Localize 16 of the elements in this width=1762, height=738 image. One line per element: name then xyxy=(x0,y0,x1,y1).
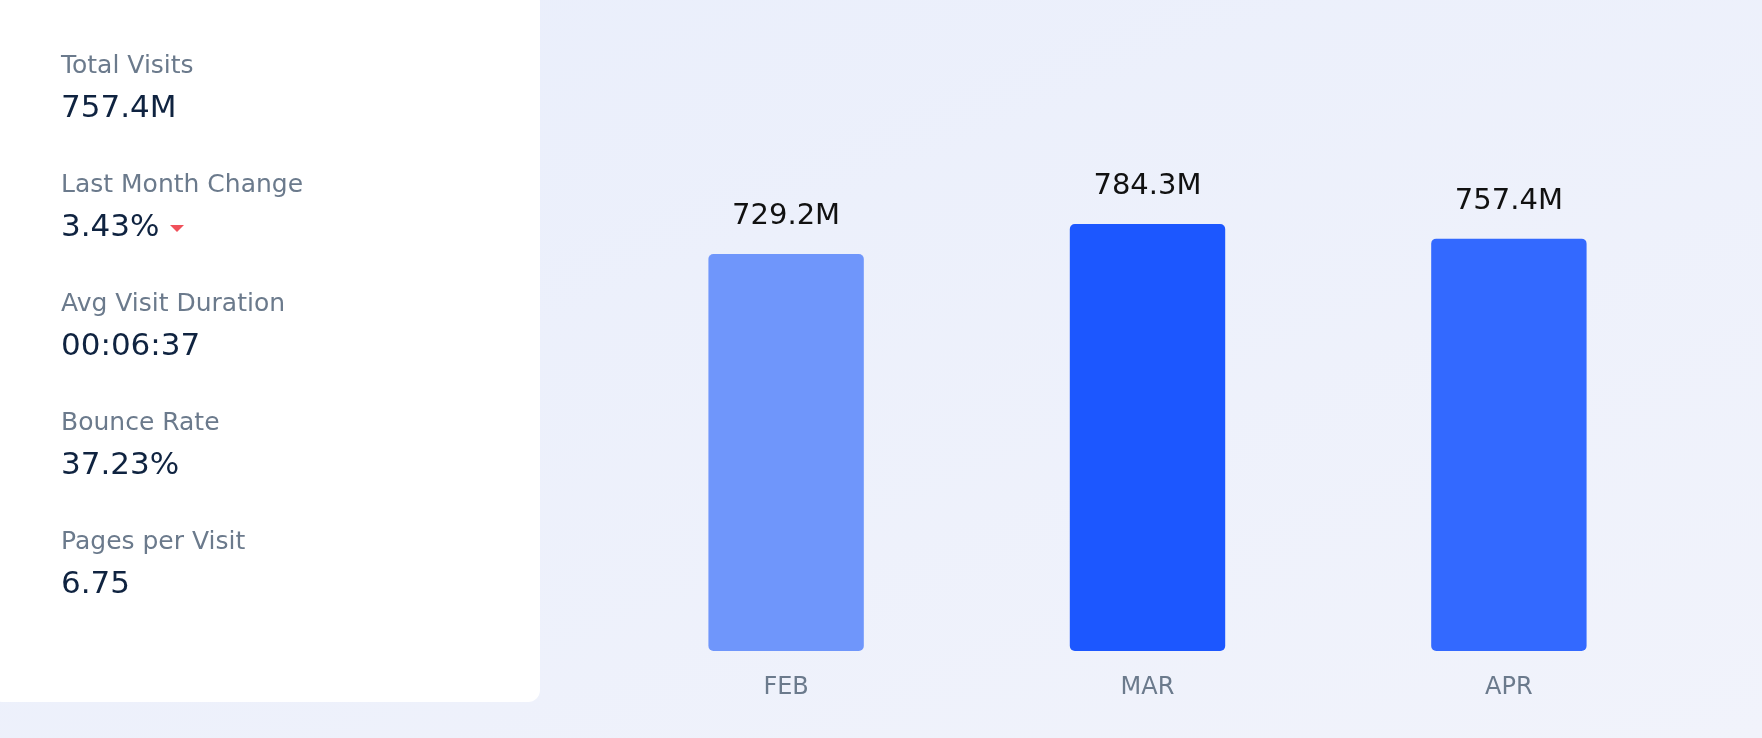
text: Bounce Rate xyxy=(61,407,220,436)
text: 6.75 xyxy=(61,564,131,600)
text: Last Month Change xyxy=(61,169,304,198)
data-label: 757.4M xyxy=(1454,181,1563,216)
data-label: 729.2M xyxy=(732,197,841,231)
text: 00:06:37 xyxy=(61,326,201,362)
text: 757.4M xyxy=(61,88,177,124)
text: Pages per Visit xyxy=(61,526,246,555)
text: Avg Visit Duration xyxy=(61,288,286,317)
x-tick-label: APR xyxy=(1485,672,1533,700)
text: 37.23% xyxy=(61,445,180,481)
x-tick-label: MAR xyxy=(1120,672,1175,700)
text: 3.43% xyxy=(61,207,160,243)
data-label: 784.3M xyxy=(1093,167,1202,201)
x-tick-label: FEB xyxy=(763,672,809,700)
text: Total Visits xyxy=(60,50,194,79)
